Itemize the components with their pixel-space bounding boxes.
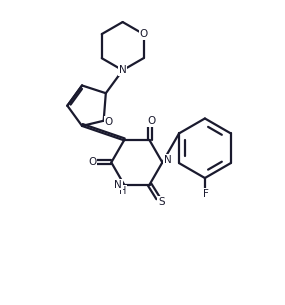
Text: O: O bbox=[88, 157, 96, 167]
Text: N: N bbox=[119, 65, 127, 75]
Text: H: H bbox=[119, 186, 126, 196]
Text: O: O bbox=[147, 116, 155, 126]
Text: O: O bbox=[105, 117, 113, 127]
Text: N: N bbox=[114, 180, 122, 189]
Text: N: N bbox=[164, 155, 171, 165]
Text: F: F bbox=[203, 189, 209, 199]
Text: O: O bbox=[139, 29, 148, 39]
Text: S: S bbox=[158, 196, 165, 206]
